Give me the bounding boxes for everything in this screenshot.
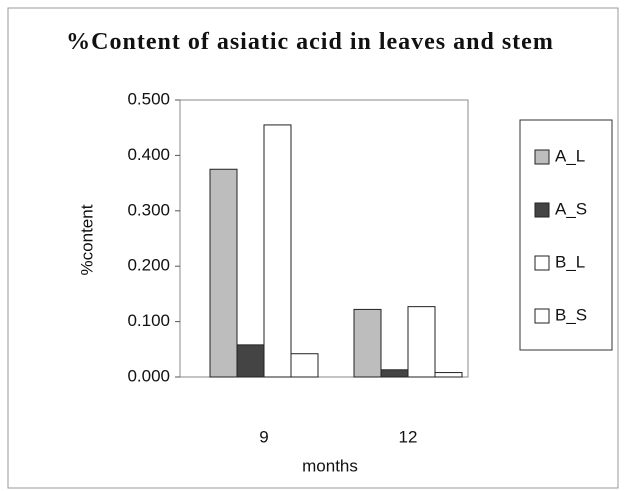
legend-label: B_L xyxy=(555,252,585,271)
y-tick-label: 0.500 xyxy=(127,89,170,108)
chart-frame xyxy=(7,7,619,489)
x-axis-label: months xyxy=(302,456,358,475)
bar xyxy=(380,369,409,378)
y-tick-label: 0.300 xyxy=(127,200,170,219)
legend-swatch xyxy=(534,255,550,271)
legend-label: B_S xyxy=(555,305,587,324)
y-tick-label: 0.200 xyxy=(127,256,170,275)
bar xyxy=(290,353,319,378)
bar xyxy=(236,344,265,378)
chart-title: %Content of asiatic acid in leaves and s… xyxy=(66,29,554,55)
bar xyxy=(263,124,292,378)
y-tick-label: 0.400 xyxy=(127,145,170,164)
bar xyxy=(434,372,463,378)
legend-label: A_L xyxy=(555,146,585,165)
plot-area xyxy=(179,99,469,378)
bar xyxy=(353,308,382,378)
legend-swatch xyxy=(534,149,550,165)
y-axis-label: %content xyxy=(77,204,96,275)
y-tick-label: 0.100 xyxy=(127,311,170,330)
bar xyxy=(209,168,238,378)
x-tick-label: 9 xyxy=(259,427,268,446)
y-tick-label: 0.000 xyxy=(127,366,170,385)
legend-swatch xyxy=(534,308,550,324)
legend-swatch xyxy=(534,202,550,218)
legend-label: A_S xyxy=(555,199,587,218)
bar xyxy=(407,306,436,378)
x-tick-label: 12 xyxy=(399,427,418,446)
